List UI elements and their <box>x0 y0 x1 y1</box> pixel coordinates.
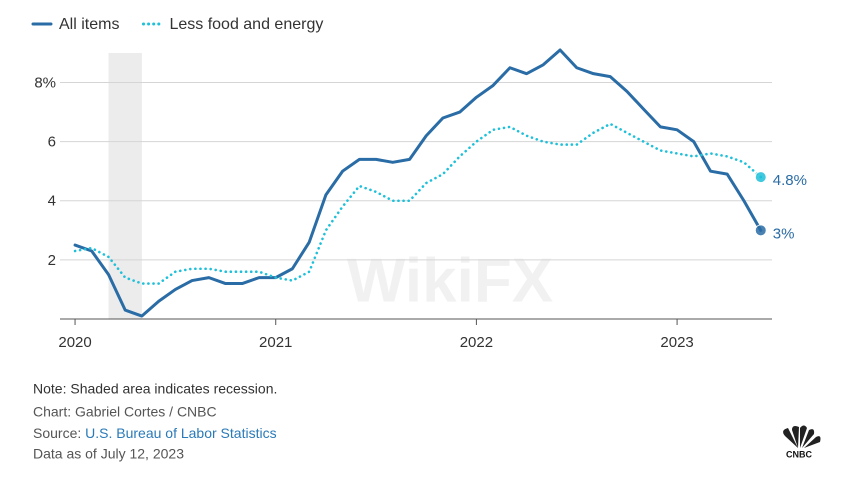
legend-label: Less food and energy <box>169 16 323 33</box>
series-line <box>73 48 763 318</box>
end-label: 4.8% <box>773 172 807 189</box>
series-line <box>73 122 763 285</box>
x-tick-label: 2021 <box>259 334 292 351</box>
end-label: 3% <box>773 225 795 242</box>
source: Source: U.S. Bureau of Labor Statistics <box>33 425 277 441</box>
source-label: Source: <box>33 425 81 441</box>
x-tick-label: 2020 <box>58 334 91 351</box>
data-date: Data as of July 12, 2023 <box>33 446 184 462</box>
end-point <box>754 171 767 184</box>
y-tick-label: 2 <box>48 252 56 269</box>
logo: CNBC <box>783 425 821 459</box>
logo-peacock <box>783 425 821 448</box>
y-tick-label: 4 <box>48 193 56 210</box>
legend-item: All items <box>31 16 119 33</box>
watermark: WikiFX <box>347 246 553 315</box>
x-tick-label: 2023 <box>660 334 693 351</box>
legend-item: Less food and energy <box>141 16 323 33</box>
x-tick-label: 2022 <box>460 334 493 351</box>
note: Note: Shaded area indicates recession. <box>33 381 277 397</box>
y-tick-label: 8% <box>34 74 56 91</box>
recession-shade <box>108 53 142 319</box>
credit: Chart: Gabriel Cortes / CNBC <box>33 404 217 420</box>
logo-text: CNBC <box>786 449 812 459</box>
y-tick-label: 6 <box>48 134 56 151</box>
end-point <box>754 224 767 237</box>
source-link[interactable]: U.S. Bureau of Labor Statistics <box>85 425 276 441</box>
legend-label: All items <box>59 16 119 33</box>
